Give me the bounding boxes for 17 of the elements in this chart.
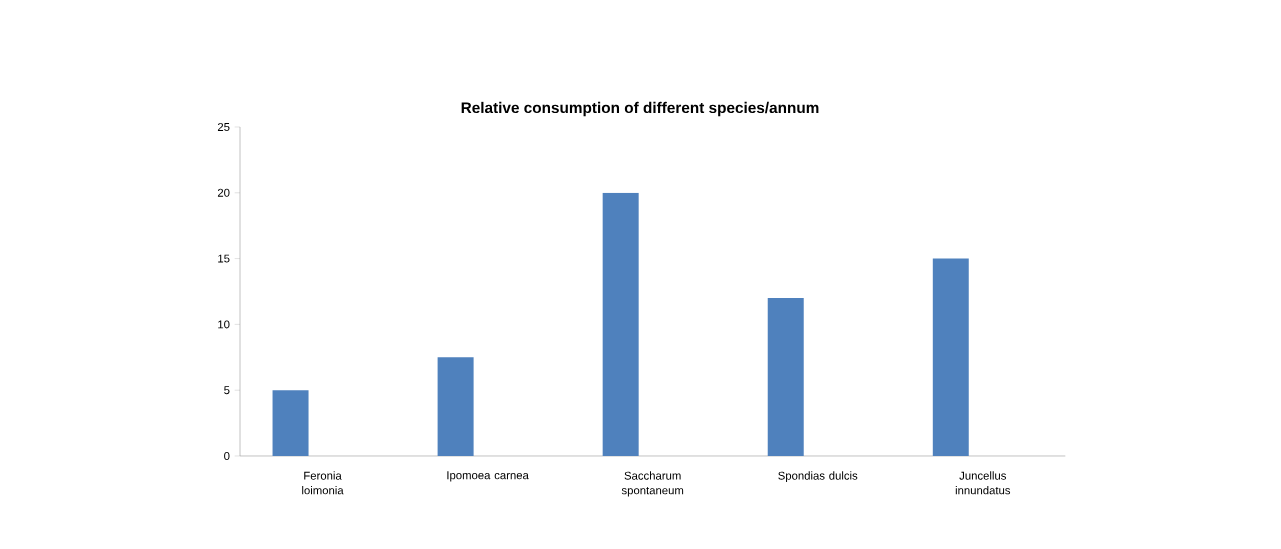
y-tick-label: 25 [217, 122, 230, 131]
x-tick-label: Ipomoea carnea [447, 471, 529, 482]
x-tick-label: Feronia loimonia [302, 471, 344, 495]
bar [932, 258, 969, 456]
bar [437, 357, 474, 456]
y-tick-label: 0 [224, 451, 230, 460]
chart-title: Relative consumption of different species/annum [461, 101, 819, 117]
y-tick-label: 5 [224, 386, 230, 395]
bar [272, 390, 309, 456]
x-tick-label: Juncellus innundatus [955, 471, 1011, 495]
bar [767, 298, 804, 456]
bar [602, 192, 639, 456]
y-tick-label: 20 [217, 188, 230, 197]
y-tick-label: 15 [218, 254, 230, 263]
x-tick-label: Spondias dulcis [778, 471, 858, 482]
y-tick-label: 10 [218, 320, 230, 329]
x-tick-label: Saccharum spontaneum [621, 471, 684, 497]
